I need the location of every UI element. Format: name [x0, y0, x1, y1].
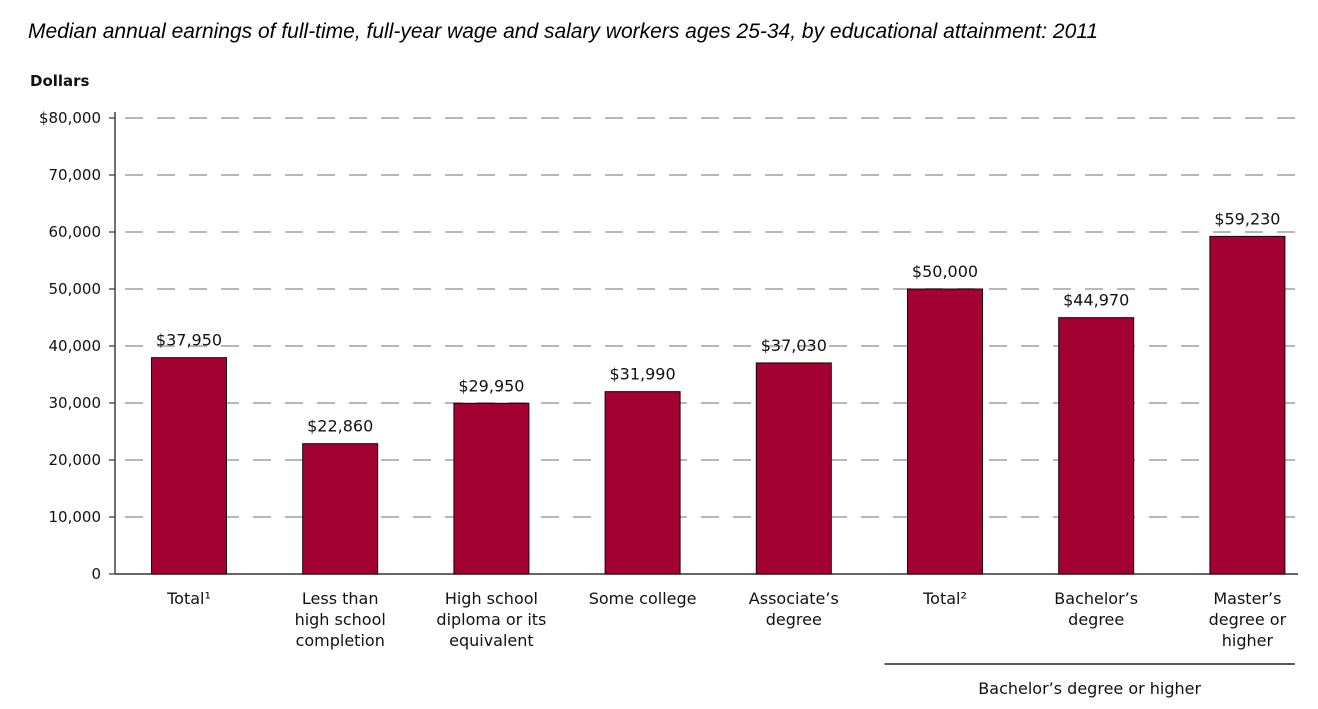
x-category-label: Less than high school completion	[295, 589, 386, 650]
chart-title: Median annual earnings of full-time, ful…	[28, 20, 1099, 43]
x-category-label: Total²	[922, 589, 967, 608]
bars	[151, 235, 1286, 575]
data-label: $44,970	[1063, 291, 1129, 310]
x-category-label: Some college	[589, 589, 697, 608]
labels: 0 10,000 20,000 30,000 40,000 50,000 60,000 70,…	[39, 109, 1287, 698]
x-category-label: High school diploma or its equivalent	[436, 589, 546, 650]
y-tick-label: 0	[91, 565, 101, 583]
y-axis-title: Dollars	[30, 72, 90, 90]
y-tick-label: 50,000	[49, 280, 102, 298]
data-label: $31,990	[610, 365, 676, 384]
y-tick-label: $80,000	[39, 109, 101, 127]
x-category-label: Associate’s degree	[749, 589, 839, 629]
data-label: $50,000	[912, 262, 978, 281]
x-category-label: Master’s degree or higher	[1209, 589, 1287, 650]
data-label: $29,950	[458, 376, 524, 395]
y-tick-label: 70,000	[49, 166, 102, 184]
bar	[604, 391, 681, 575]
data-label: $37,950	[156, 331, 222, 350]
data-label: $22,860	[307, 417, 373, 436]
y-tick-label: 60,000	[49, 223, 102, 241]
data-label: $59,230	[1214, 209, 1280, 228]
y-tick-label: 30,000	[49, 394, 102, 412]
bar	[453, 402, 530, 575]
bar	[1209, 235, 1286, 575]
x-category-label: Total¹	[166, 589, 211, 608]
bar	[755, 362, 832, 575]
bar	[907, 288, 983, 575]
group-label: Bachelor’s degree or higher	[978, 679, 1201, 698]
x-category-label: Bachelor’s degree	[1054, 589, 1138, 629]
y-tick-label: 10,000	[49, 508, 102, 526]
y-tick-label: 20,000	[49, 451, 102, 469]
data-label: $37,030	[761, 336, 827, 355]
bar	[302, 443, 379, 575]
bar	[151, 357, 227, 575]
y-tick-label: 40,000	[49, 337, 102, 355]
bar	[1058, 317, 1135, 575]
